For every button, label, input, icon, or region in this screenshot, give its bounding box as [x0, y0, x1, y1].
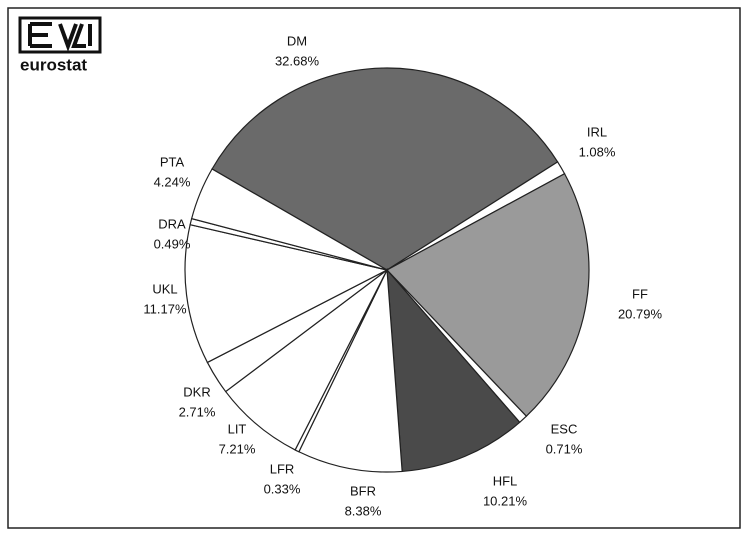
- pie-slice: [386, 172, 590, 418]
- slice-value-label: 2.71%: [179, 404, 216, 419]
- slice-value-label: 8.38%: [345, 503, 382, 518]
- slice-value-label: 32.68%: [275, 53, 320, 68]
- logo-text: eurostat: [20, 55, 87, 74]
- slice-label: IRL: [587, 124, 607, 139]
- logo-glyph: [28, 22, 92, 52]
- slice-label: FF: [632, 286, 648, 301]
- slice-value-label: 0.49%: [154, 236, 191, 251]
- pie-slice: [190, 168, 388, 271]
- slice-label: DM: [287, 33, 307, 48]
- slice-label: LFR: [270, 461, 295, 476]
- slice-label: LIT: [228, 421, 247, 436]
- slice-label: PTA: [160, 154, 185, 169]
- slice-label: DKR: [183, 384, 210, 399]
- slice-label: BFR: [350, 483, 376, 498]
- slice-value-label: 11.17%: [143, 301, 187, 316]
- slice-value-label: 0.33%: [264, 481, 301, 496]
- slice-value-label: 4.24%: [154, 174, 191, 189]
- pie-slice: [298, 267, 403, 473]
- slice-value-label: 7.21%: [219, 441, 256, 456]
- slice-value-label: 1.08%: [579, 144, 616, 159]
- pie-slice: [386, 268, 521, 473]
- slice-label: HFL: [493, 473, 518, 488]
- pie-slice: [211, 67, 559, 271]
- slice-label: DRA: [158, 216, 186, 231]
- slice-label: UKL: [152, 281, 177, 296]
- logo: eurostat: [18, 16, 102, 74]
- slice-value-label: 0.71%: [546, 441, 583, 456]
- pie-slice: [184, 223, 389, 364]
- slice-label: ESC: [551, 421, 578, 436]
- slice-value-label: 20.79%: [618, 306, 663, 321]
- slice-value-label: 10.21%: [483, 493, 528, 508]
